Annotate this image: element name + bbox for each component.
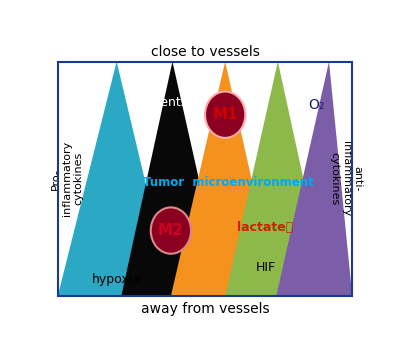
Ellipse shape bbox=[151, 207, 191, 254]
Text: hypoxia: hypoxia bbox=[92, 273, 141, 286]
Polygon shape bbox=[121, 62, 225, 296]
Text: O₂: O₂ bbox=[308, 98, 325, 112]
Ellipse shape bbox=[205, 92, 245, 138]
Text: nutrients: nutrients bbox=[132, 96, 188, 109]
Text: HIF: HIF bbox=[255, 261, 276, 274]
Text: Tumor  microenvironment: Tumor microenvironment bbox=[143, 176, 314, 189]
Text: close to vessels: close to vessels bbox=[150, 45, 260, 59]
Text: M2: M2 bbox=[158, 223, 184, 238]
Polygon shape bbox=[225, 62, 329, 296]
Text: Pro-
inflammatory
cytokines: Pro- inflammatory cytokines bbox=[50, 141, 84, 216]
Polygon shape bbox=[171, 62, 278, 296]
Polygon shape bbox=[58, 62, 172, 296]
Polygon shape bbox=[276, 62, 352, 296]
Text: away from vessels: away from vessels bbox=[141, 302, 269, 316]
Text: M1: M1 bbox=[212, 107, 238, 122]
Text: lactate，: lactate， bbox=[237, 221, 294, 234]
Text: anti-
inflammatory
cytokines: anti- inflammatory cytokines bbox=[330, 141, 363, 216]
